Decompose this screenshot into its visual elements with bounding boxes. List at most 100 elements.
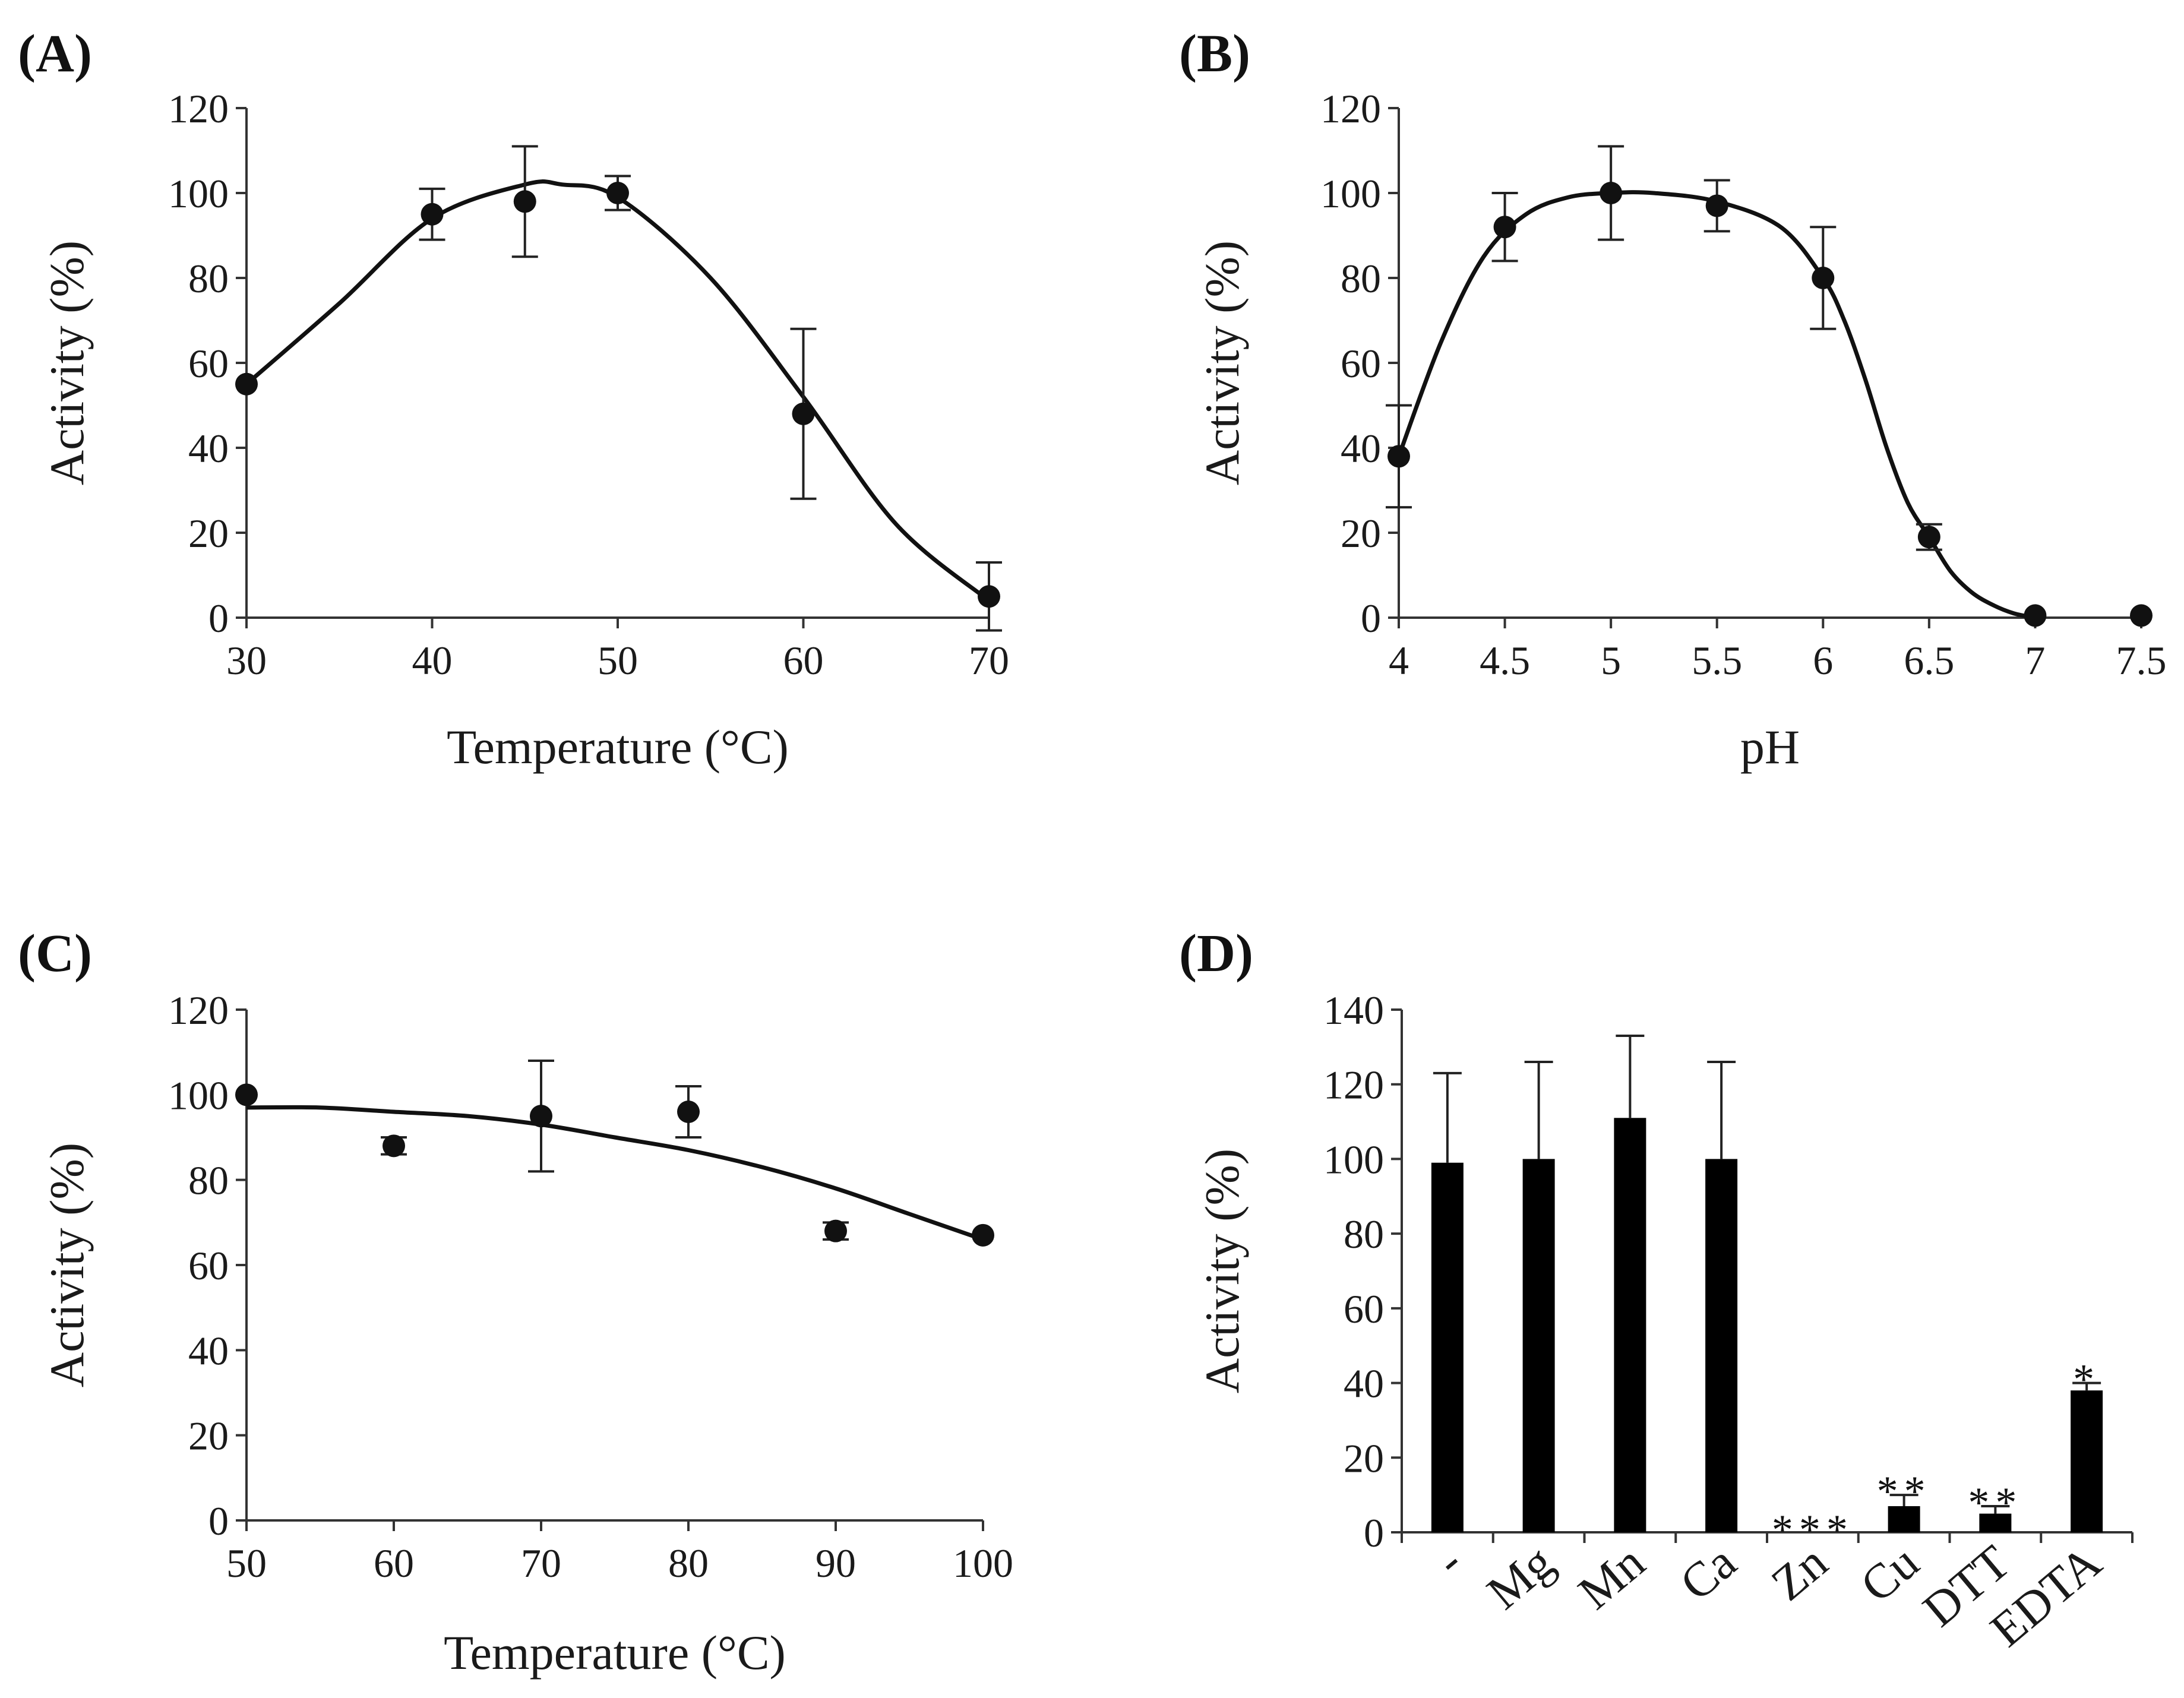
- x-tick-label: 70: [969, 638, 1009, 683]
- y-tick-label: 0: [1361, 596, 1381, 641]
- x-tick-label: 4: [1389, 638, 1409, 683]
- data-point: [530, 1105, 552, 1128]
- y-tick-label: 20: [188, 1414, 229, 1459]
- data-point: [606, 182, 629, 204]
- y-tick-label: 80: [188, 1158, 229, 1203]
- y-tick-label: 120: [168, 988, 229, 1033]
- bar: [1979, 1513, 2012, 1532]
- y-tick-label: 0: [1364, 1510, 1384, 1555]
- y-tick-label: 100: [168, 171, 229, 216]
- bar: [1705, 1159, 1738, 1532]
- y-tick-label: 120: [1320, 86, 1381, 131]
- data-point: [235, 372, 258, 396]
- data-point: [383, 1134, 405, 1158]
- bar: [1888, 1506, 1920, 1532]
- x-tick-label: 100: [953, 1541, 1013, 1586]
- category-label: Mg: [1477, 1535, 1563, 1620]
- category-label: -: [1425, 1535, 1472, 1586]
- y-tick-label: 80: [188, 256, 229, 301]
- data-point: [972, 1223, 994, 1247]
- y-tick-label: 100: [1323, 1137, 1384, 1182]
- panel-c: (C) 0 20 40 60 80 100 120 Activity (%) 50 60 70 80 90…: [18, 924, 1013, 1680]
- y-axis-label: Activity (%): [1195, 241, 1249, 485]
- bar: [1614, 1118, 1646, 1532]
- bar: [1431, 1162, 1464, 1532]
- significance-mark: **: [1968, 1479, 2022, 1526]
- x-tick-label: 5.5: [1692, 638, 1742, 683]
- data-point: [2130, 604, 2153, 627]
- panel-label: (C): [18, 924, 92, 983]
- data-point: [1493, 216, 1516, 239]
- panel-label: (D): [1179, 924, 1253, 983]
- y-tick-label: 0: [208, 1498, 229, 1544]
- data-point: [677, 1101, 700, 1123]
- y-tick-label: 40: [188, 1328, 229, 1373]
- x-tick-label: 4.5: [1480, 638, 1530, 683]
- x-tick-label: 80: [668, 1541, 709, 1586]
- x-axis-label: pH: [1740, 720, 1800, 774]
- x-tick-label: 50: [598, 638, 638, 683]
- y-tick-label: 60: [1344, 1286, 1384, 1332]
- panel-d: (D) 0 20 40 60 80 100 120 140 Activity (%) - Mg Mn Ca…: [1179, 924, 2134, 1657]
- bar: [2071, 1390, 2103, 1532]
- y-tick-label: 60: [1341, 341, 1381, 386]
- x-tick-label: 60: [783, 638, 824, 683]
- data-point: [1917, 526, 1940, 549]
- data-point: [235, 1083, 258, 1106]
- y-axis-label: Activity (%): [40, 1143, 94, 1387]
- fit-curve: [245, 179, 991, 603]
- x-tick-label: 60: [374, 1541, 414, 1586]
- fit-curve: [246, 1105, 984, 1242]
- y-tick-label: 120: [1323, 1063, 1384, 1108]
- y-tick-label: 40: [1344, 1361, 1384, 1406]
- x-tick-label: 70: [521, 1541, 561, 1586]
- panel-a: (A) 0 20 40 60 80 100 120 Activity (%) 30 40 50 60 70…: [18, 24, 1009, 774]
- y-axis-label: Activity (%): [1195, 1149, 1249, 1393]
- data-point: [2024, 604, 2047, 627]
- data-point: [978, 585, 1000, 608]
- y-tick-label: 40: [1341, 426, 1381, 471]
- fit-curve: [1396, 190, 2036, 620]
- data-point: [824, 1219, 847, 1242]
- y-tick-label: 60: [188, 1243, 229, 1288]
- bar: [1522, 1159, 1555, 1532]
- significance-mark: **: [1877, 1468, 1932, 1515]
- x-tick-label: 50: [226, 1541, 267, 1586]
- panel-label: (B): [1179, 24, 1250, 83]
- data-point: [792, 402, 815, 425]
- y-tick-label: 100: [1320, 171, 1381, 216]
- x-tick-label: 90: [816, 1541, 856, 1586]
- x-tick-label: 7: [2025, 638, 2045, 683]
- y-tick-label: 120: [168, 86, 229, 131]
- y-tick-label: 20: [188, 511, 229, 556]
- x-axis-label: Temperature (°C): [444, 1626, 786, 1680]
- y-tick-label: 80: [1341, 256, 1381, 301]
- y-tick-label: 40: [188, 426, 229, 471]
- x-tick-label: 6.5: [1904, 638, 1954, 683]
- x-tick-label: 40: [412, 638, 453, 683]
- category-label: Mn: [1568, 1535, 1655, 1620]
- x-axis-label: Temperature (°C): [447, 720, 789, 774]
- y-tick-label: 0: [208, 596, 229, 641]
- y-axis-label: Activity (%): [40, 241, 94, 485]
- x-tick-label: 5: [1601, 638, 1621, 683]
- category-label: Ca: [1670, 1535, 1746, 1611]
- data-point: [1705, 194, 1728, 217]
- y-tick-label: 140: [1323, 988, 1384, 1033]
- data-point: [421, 203, 444, 226]
- panel-label: (A): [18, 24, 92, 83]
- y-tick-label: 100: [168, 1073, 229, 1118]
- panel-b: (B) 0 20 40 60 80 100 120 Activity (%) 4 4.5 5 5.5 6 6…: [1179, 24, 2167, 774]
- y-tick-label: 80: [1344, 1212, 1384, 1257]
- data-point: [1387, 445, 1410, 468]
- y-tick-label: 60: [188, 341, 229, 386]
- x-tick-label: 30: [226, 638, 267, 683]
- y-tick-label: 20: [1344, 1435, 1384, 1481]
- significance-mark: *: [2073, 1356, 2100, 1403]
- significance-mark: ***: [1772, 1506, 1854, 1554]
- data-point: [513, 190, 536, 213]
- y-tick-label: 20: [1341, 511, 1381, 556]
- x-tick-label: 7.5: [2116, 638, 2167, 683]
- data-point: [1812, 267, 1835, 289]
